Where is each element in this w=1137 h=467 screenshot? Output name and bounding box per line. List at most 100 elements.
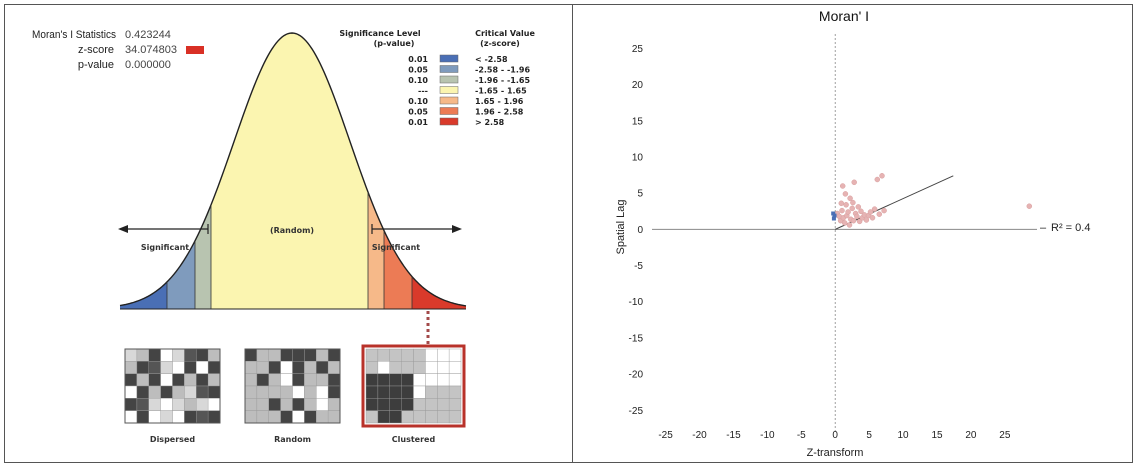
scatter-point bbox=[839, 207, 845, 214]
scatter-point bbox=[856, 218, 863, 225]
legend-swatch bbox=[439, 86, 459, 94]
legend-p-value: 0.01 bbox=[408, 55, 428, 64]
y-tick-label: 25 bbox=[632, 44, 644, 55]
scatter-point bbox=[842, 191, 849, 197]
legend-p-value: 0.05 bbox=[408, 66, 428, 75]
x-tick-label: 15 bbox=[931, 430, 943, 441]
x-tick-label: -10 bbox=[760, 430, 775, 441]
x-axis-title: Z-transform bbox=[807, 447, 864, 459]
scatter-point bbox=[847, 195, 853, 202]
legend-header-critical-sub: (z-score) bbox=[480, 39, 520, 48]
map-frame bbox=[244, 348, 341, 424]
map-label: Random bbox=[274, 435, 311, 444]
significance-legend: Significance Level (p-value) Critical Va… bbox=[339, 29, 535, 127]
map-label: Dispersed bbox=[150, 435, 195, 444]
scatter-point bbox=[849, 205, 855, 212]
map-random: Random bbox=[244, 348, 341, 444]
legend-z-range: 1.96 - 2.58 bbox=[475, 108, 524, 117]
legend-p-value: 0.05 bbox=[408, 108, 428, 117]
y-tick-label: 5 bbox=[637, 189, 643, 200]
x-tick-label: 5 bbox=[866, 430, 872, 441]
region-boundaries bbox=[166, 192, 413, 309]
legend-z-range: -1.96 - -1.65 bbox=[475, 76, 530, 85]
legend-swatch bbox=[439, 96, 459, 105]
left-arrow-head bbox=[118, 225, 128, 233]
scatter-point bbox=[869, 215, 876, 221]
stat-value-morans-i: 0.423244 bbox=[125, 29, 171, 41]
scatter-point bbox=[845, 209, 851, 215]
x-tick-label: -15 bbox=[726, 430, 741, 441]
scatter-point bbox=[1026, 203, 1033, 209]
normal-distribution-panel: Moran's I Statistics 0.423244 z-score 34… bbox=[32, 29, 535, 444]
scatter-point bbox=[874, 176, 881, 183]
legend-p-value: --- bbox=[418, 87, 428, 96]
z-score-swatch bbox=[186, 46, 204, 54]
map-label: Clustered bbox=[392, 435, 436, 444]
scatter-point-low bbox=[831, 216, 836, 221]
y-tick-label: -5 bbox=[634, 261, 643, 272]
scatter-point bbox=[850, 217, 857, 224]
legend-p-value: 0.10 bbox=[408, 97, 428, 106]
stat-label-z-score: z-score bbox=[78, 44, 114, 56]
bell-curve bbox=[119, 32, 467, 307]
legend-swatch bbox=[439, 54, 459, 63]
map-cell bbox=[448, 410, 462, 424]
scatter-point bbox=[881, 207, 887, 214]
x-tick-label: -20 bbox=[692, 430, 707, 441]
chart-title: Moran' I bbox=[819, 8, 869, 24]
legend-header-critical: Critical Value bbox=[475, 29, 535, 38]
map-clustered: Clustered bbox=[361, 344, 466, 444]
scatter-point bbox=[867, 209, 874, 215]
stat-value-z-score: 34.074803 bbox=[125, 44, 177, 56]
legend-z-range: 1.65 - 1.96 bbox=[475, 97, 524, 106]
y-tick-label: 10 bbox=[632, 153, 644, 164]
x-tick-label: -25 bbox=[658, 430, 673, 441]
legend-p-value: 0.10 bbox=[408, 76, 428, 85]
scatter-point bbox=[850, 199, 856, 206]
x-tick-label: 0 bbox=[832, 430, 838, 441]
x-tick-label: -5 bbox=[797, 430, 806, 441]
map-frame bbox=[124, 348, 221, 424]
scatter-point bbox=[851, 179, 857, 186]
figure-frame bbox=[4, 4, 1133, 463]
legend-swatch bbox=[439, 117, 459, 126]
r-squared-annotation: R² = 0.4 bbox=[1051, 222, 1090, 234]
scatter-point bbox=[855, 204, 862, 210]
stat-label-morans-i: Moran's I Statistics bbox=[32, 29, 116, 41]
y-tick-label: -15 bbox=[629, 333, 644, 344]
y-tick-label: -10 bbox=[629, 297, 644, 308]
panel-divider bbox=[572, 4, 573, 463]
x-tick-label: 10 bbox=[898, 430, 910, 441]
x-tick-label: 20 bbox=[965, 430, 977, 441]
y-tick-label: -20 bbox=[629, 370, 644, 381]
legend-swatch bbox=[439, 75, 459, 84]
significant-right-label: Significant bbox=[372, 243, 420, 252]
scatter-point bbox=[843, 202, 849, 208]
significant-left-label: Significant bbox=[141, 243, 189, 252]
scatter-point-low bbox=[832, 213, 837, 218]
legend-z-range: -1.65 - 1.65 bbox=[475, 87, 527, 96]
scatter-point bbox=[839, 183, 846, 189]
legend-z-range: > 2.58 bbox=[475, 118, 505, 127]
scatter-point bbox=[841, 220, 848, 226]
stat-label-p-value: p-value bbox=[78, 59, 114, 71]
r-squared-prefix: – bbox=[1040, 222, 1047, 234]
legend-z-range: < -2.58 bbox=[475, 55, 508, 64]
y-tick-label: 20 bbox=[632, 80, 644, 91]
y-tick-label: 15 bbox=[632, 116, 644, 127]
scatter-point bbox=[871, 206, 878, 212]
scatter-point bbox=[858, 208, 864, 215]
plot-area: 25 20 15 10 5 0 -5 -10 -15 -20 -25 -25 -20 -15 -10 -5 0 5… bbox=[629, 34, 1037, 441]
legend-header-significance-sub: (p-value) bbox=[374, 39, 415, 48]
legend-p-value: 0.01 bbox=[408, 118, 428, 127]
clustered-highlight-frame bbox=[361, 344, 466, 428]
scatter-point bbox=[838, 200, 845, 207]
stat-value-p-value: 0.000000 bbox=[125, 59, 171, 71]
y-axis-title: Spatial Lag bbox=[615, 199, 627, 254]
scatter-point bbox=[876, 211, 883, 217]
scatter-point-low bbox=[831, 211, 836, 216]
legend-header-significance: Significance Level bbox=[339, 29, 421, 38]
scatter-point bbox=[854, 213, 860, 220]
y-tick-label: -25 bbox=[629, 406, 644, 417]
legend-swatch bbox=[439, 107, 459, 115]
